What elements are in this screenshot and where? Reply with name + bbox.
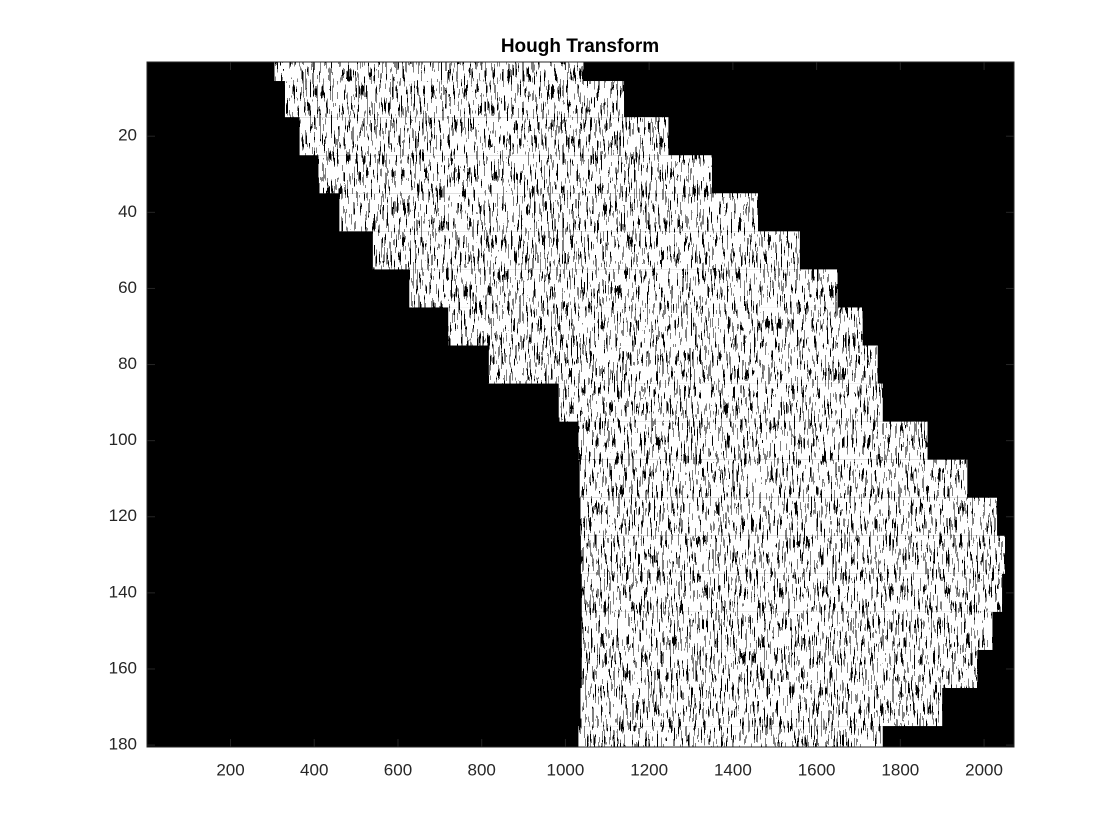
band-row (581, 573, 1003, 612)
band-row (318, 155, 712, 194)
x-tick-label: 1600 (798, 760, 836, 779)
band-row (581, 649, 978, 689)
y-tick-label: 120 (109, 506, 137, 525)
band-row (372, 231, 800, 270)
band-row (274, 62, 584, 82)
axes-box (146, 61, 1015, 748)
x-tick-label: 1800 (881, 760, 919, 779)
band-row (339, 193, 759, 232)
band-row (578, 421, 928, 460)
x-tick-label: 1400 (714, 760, 752, 779)
x-tick-label: 200 (216, 760, 244, 779)
band-row (488, 345, 878, 384)
band-row (409, 269, 838, 308)
y-tick-label: 20 (118, 126, 137, 145)
y-tick-label: 160 (109, 658, 137, 677)
x-tick-label: 800 (468, 760, 496, 779)
band-row (580, 535, 1005, 574)
y-tick-label: 40 (118, 202, 137, 221)
band-row (578, 726, 883, 747)
band-row (299, 117, 669, 156)
y-tick-label: 80 (118, 354, 137, 373)
x-tick-label: 1000 (547, 760, 585, 779)
y-tick-label: 180 (109, 735, 137, 754)
band-row (284, 81, 625, 118)
x-tick-label: 600 (384, 760, 412, 779)
band-row (580, 688, 943, 727)
band-row (579, 459, 968, 498)
x-tick-label: 1200 (630, 760, 668, 779)
y-tick-label: 140 (109, 582, 137, 601)
band-row (448, 307, 863, 346)
x-tick-label: 400 (300, 760, 328, 779)
chart-title: Hough Transform (501, 36, 659, 57)
y-tick-label: 60 (118, 278, 137, 297)
hough-band (274, 62, 1005, 747)
band-row (581, 611, 993, 650)
x-tick-label: 2000 (965, 760, 1003, 779)
y-tick-label: 100 (109, 430, 137, 449)
band-row (580, 497, 998, 536)
band-row (558, 383, 883, 422)
